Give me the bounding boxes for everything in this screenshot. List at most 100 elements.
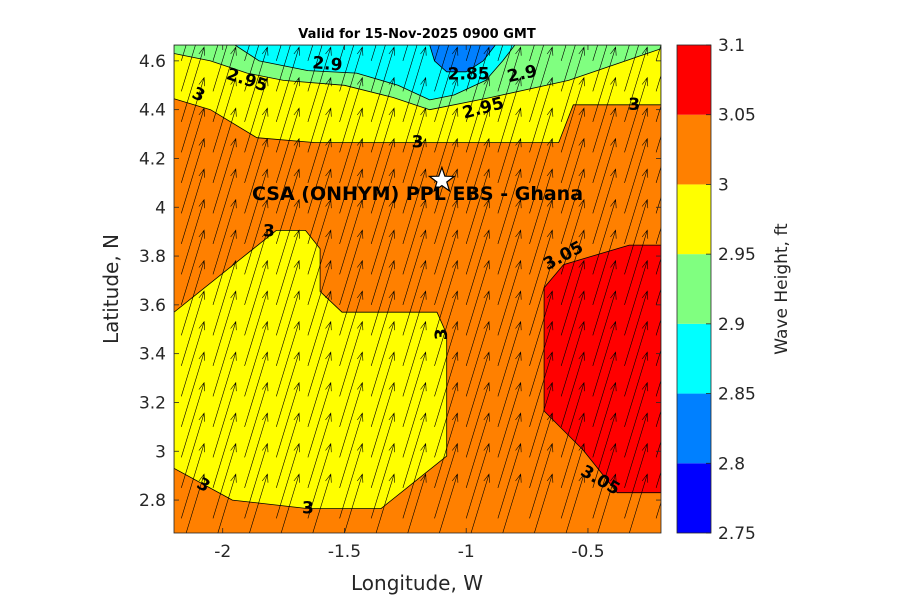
wave-arrow-116 (370, 46, 395, 122)
wave-arrow-22 (212, 320, 237, 397)
wave-arrow-174 (497, 351, 522, 427)
colorbar-tick-label: 2.95 (718, 245, 756, 265)
wave-arrow-228 (592, 259, 617, 336)
wave-arrow-72 (307, 351, 332, 427)
x-tick-label: -0.5 (571, 542, 604, 562)
wave-arrow-75 (307, 259, 332, 336)
wave-arrow-243 (624, 320, 649, 397)
wave-arrow-40 (244, 290, 269, 366)
wave-arrow-142 (434, 290, 459, 366)
wave-arrow-94 (339, 198, 364, 275)
colorbar-label: Wave Height, ft (772, 223, 792, 355)
wave-arrow-182 (497, 107, 522, 183)
wave-arrow-225 (592, 351, 617, 427)
wave-arrow-123 (402, 351, 427, 427)
wave-arrow-102 (375, 473, 395, 533)
y-tick-label: 4.2 (139, 149, 166, 169)
wave-arrow-67 (276, 45, 282, 61)
wave-arrow-264 (655, 257, 661, 275)
wave-arrow-7 (181, 259, 205, 336)
wave-arrow-134 (402, 45, 418, 92)
wave-arrow-265 (655, 226, 661, 244)
wave-arrow-249 (624, 137, 649, 214)
wave-arrow-4 (181, 351, 205, 427)
wave-arrow-218 (560, 46, 585, 122)
wave-arrow-54 (276, 381, 300, 458)
wave-arrow-257 (655, 470, 661, 488)
wave-arrow-45 (244, 137, 269, 214)
wave-arrow-158 (465, 320, 490, 397)
wave-arrow-9 (181, 198, 205, 275)
wave-arrow-62 (276, 137, 300, 214)
wave-arrow-171 (497, 442, 522, 519)
wave-arrow-177 (497, 259, 522, 336)
wave-arrow-16 (181, 45, 187, 61)
wave-arrow-39 (244, 320, 269, 397)
wave-arrow-113 (370, 137, 395, 214)
wave-arrow-20 (212, 381, 237, 458)
wave-arrow-215 (560, 137, 585, 214)
wave-arrow-170 (502, 473, 522, 533)
wave-arrow-2 (181, 412, 205, 488)
wave-arrow-232 (592, 137, 617, 214)
wave-arrow-121 (402, 412, 427, 488)
wave-arrow-227 (592, 290, 617, 366)
wave-arrow-236 (592, 45, 608, 92)
wave-arrow-156 (465, 381, 490, 458)
wave-arrow-258 (655, 440, 661, 458)
wave-arrow-108 (370, 290, 395, 366)
wave-arrow-74 (307, 290, 332, 366)
wave-arrow-21 (212, 351, 237, 427)
colorbar-ticks: 2.75 2.8 2.85 2.9 2.95 3 3.05 3.1 (706, 36, 756, 544)
wave-arrow-56 (276, 320, 300, 397)
wave-arrow-73 (307, 320, 332, 397)
wave-arrow-61 (276, 168, 300, 244)
colorbar-tick-label: 3 (718, 175, 729, 195)
wave-arrow-184 (497, 46, 522, 122)
wave-arrow-200 (529, 76, 554, 153)
wave-arrow-87 (339, 412, 364, 488)
contour-region-yellow-2.95-3.00-southwest (174, 229, 448, 510)
wave-arrow-26 (212, 198, 237, 275)
wave-arrow-128 (402, 198, 427, 275)
wave-arrow-78 (307, 168, 332, 244)
wave-arrow-15 (181, 45, 196, 92)
wave-arrow-155 (465, 412, 490, 488)
wave-arrow-165 (465, 107, 490, 183)
wave-arrow-267 (655, 165, 661, 183)
wave-arrow-110 (370, 229, 395, 305)
wave-arrow-98 (339, 76, 364, 153)
wave-arrow-223 (592, 412, 617, 488)
wave-arrow-17 (217, 473, 237, 533)
wave-arrow-241 (624, 381, 649, 458)
wave-arrow-34 (249, 473, 269, 533)
wave-arrow-130 (402, 137, 427, 214)
wave-arrow-250 (624, 107, 649, 183)
wave-arrow-109 (370, 259, 395, 336)
wave-arrow-256 (655, 501, 661, 519)
wave-arrow-92 (339, 259, 364, 336)
wave-arrow-208 (560, 351, 585, 427)
colorbar-band-3 (677, 114, 711, 185)
wave-arrow-224 (592, 381, 617, 458)
wave-arrow-238 (629, 473, 649, 533)
colorbar-tick-label: 3.05 (718, 106, 756, 126)
contour-label-12: 3 (302, 499, 314, 519)
colorbar-tick-label: 2.8 (718, 454, 745, 474)
wave-arrow-152 (434, 45, 440, 61)
wave-arrow-260 (655, 379, 661, 397)
wave-arrow-96 (339, 137, 364, 214)
wave-arrow-203 (529, 45, 535, 61)
wave-arrow-159 (465, 290, 490, 366)
wave-arrow-68 (312, 473, 332, 533)
wave-arrow-32 (212, 45, 228, 92)
wave-arrow-129 (402, 168, 427, 244)
wave-arrow-112 (370, 168, 395, 244)
wave-arrow-120 (402, 442, 427, 519)
wave-arrow-18 (212, 442, 237, 519)
wave-arrow-101 (339, 45, 345, 61)
wave-arrow-105 (370, 381, 395, 458)
x-tick-label: -1 (458, 542, 475, 562)
wave-arrow-58 (276, 259, 300, 336)
